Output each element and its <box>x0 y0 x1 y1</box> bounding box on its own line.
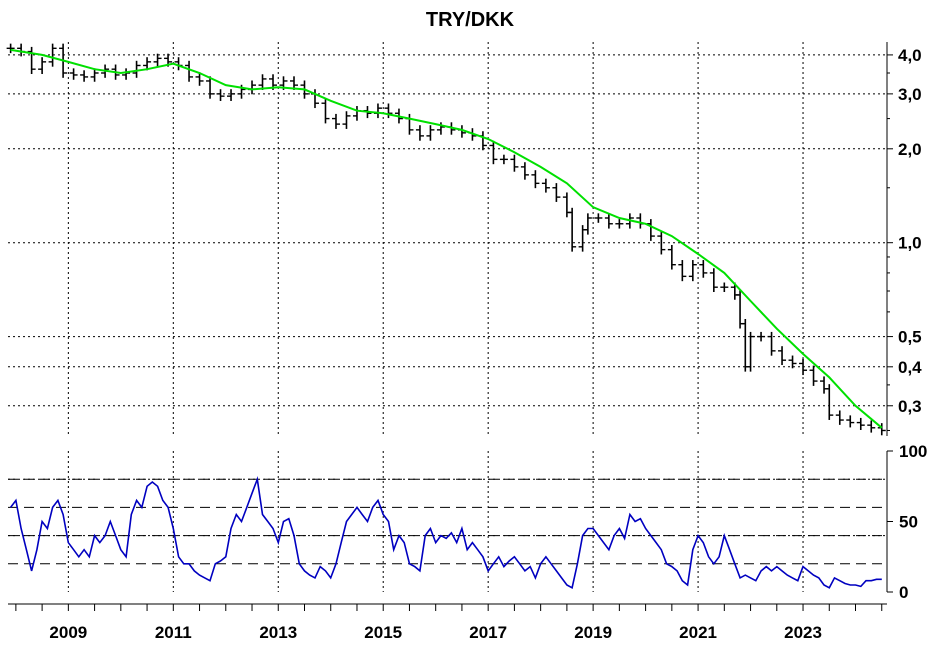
moving-average-line <box>10 48 883 429</box>
price-tick-label-0: 4,0 <box>898 46 922 65</box>
x-tick-label-6: 2021 <box>679 623 717 642</box>
x-tick-label-7: 2023 <box>784 623 822 642</box>
x-tick-label-2: 2013 <box>259 623 297 642</box>
price-tick-label-5: 0,4 <box>898 358 922 377</box>
price-bars <box>6 43 886 436</box>
price-panel: 4,0 3,0 2,0 1,0 0,5 0,4 0,3 <box>6 42 922 436</box>
x-tick-label-4: 2017 <box>469 623 507 642</box>
rsi-line <box>9 476 882 590</box>
price-tick-label-3: 1,0 <box>898 234 922 253</box>
x-tick-label-0: 2009 <box>49 623 87 642</box>
price-tick-label-2: 2,0 <box>898 140 922 159</box>
rsi-tick-label-1: 50 <box>899 513 918 532</box>
rsi-panel: 2009 2011 2013 2015 2017 2019 2021 2023 100 50 0 <box>8 442 927 642</box>
x-tick-label-1: 2011 <box>155 623 192 642</box>
x-tick-label-5: 2019 <box>574 623 612 642</box>
price-tick-label-6: 0,3 <box>898 397 922 416</box>
rsi-tick-label-0: 100 <box>899 442 927 461</box>
x-tick-label-3: 2015 <box>364 623 402 642</box>
price-tick-label-4: 0,5 <box>898 328 922 347</box>
rsi-tick-label-2: 0 <box>899 583 908 602</box>
price-tick-label-1: 3,0 <box>898 85 922 104</box>
chart-title: TRY/DKK <box>426 9 515 31</box>
